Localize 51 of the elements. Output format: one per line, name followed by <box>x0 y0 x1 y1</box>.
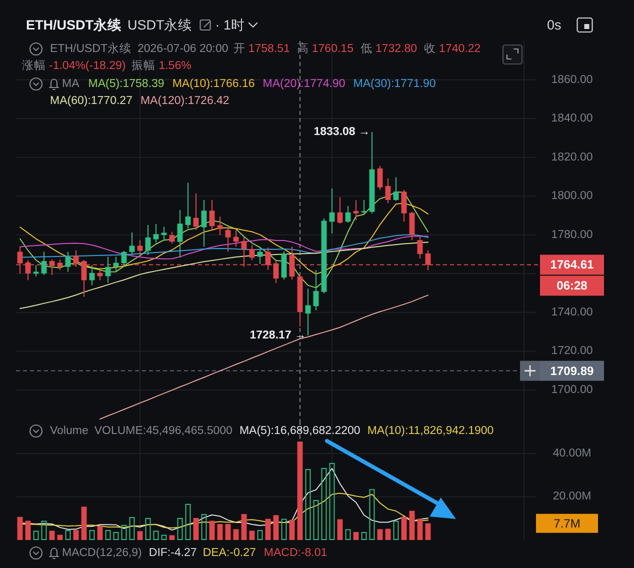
y-tick-label: 1840.00 <box>551 112 593 125</box>
y-tick-label: 20.00M <box>552 490 592 503</box>
price-tag: 1764.61 <box>540 254 604 275</box>
text: MA(10):11,826,942.1900 <box>367 425 494 437</box>
annotation: 2026-07-06 20:00 <box>138 43 228 55</box>
text: MA(120):1726.42 <box>140 95 230 107</box>
annotation: 1833.08 → <box>314 126 370 138</box>
ref-line-label: 1709.89 <box>550 364 594 378</box>
annotation: 1.56% <box>158 60 192 72</box>
text: MACD(12,26,9) <box>62 547 142 559</box>
annotation: -1.04%(-18.29) <box>49 60 126 72</box>
volume-tag: 7.7M <box>536 514 598 533</box>
y-tick-label: 1740.00 <box>551 306 593 318</box>
text: MA(20):1774.90 <box>262 78 346 90</box>
y-tick-label: 1860.00 <box>551 74 593 86</box>
annotation: 1760.15 <box>312 43 354 55</box>
chart-subtitle: USDT永续 <box>128 18 192 32</box>
y-tick-label: 40.00M <box>552 447 592 460</box>
y-tick-label: 1700.00 <box>551 384 593 396</box>
annotation: 低 <box>360 42 372 55</box>
annotation: VOLUME:45,496,465.5000 <box>94 425 232 437</box>
annotation: 1758.51 <box>248 43 290 55</box>
price-tag: 1709.89 <box>540 360 604 381</box>
text: MA(10):1766.16 <box>172 78 255 90</box>
legend-title: MA <box>62 78 80 90</box>
text: MACD:-8.01 <box>264 547 328 559</box>
text: MA(5):1758.39 <box>88 78 164 90</box>
annotation: 高 <box>296 41 309 55</box>
y-tick-label: 1720.00 <box>551 345 593 358</box>
chart-title: Volume <box>50 425 88 437</box>
annotation: 1728.17 → <box>250 329 306 342</box>
chart-title: ETH/USDT永续 <box>26 16 122 32</box>
annotation: 振幅 <box>132 59 156 72</box>
y-tick-label: 1820.00 <box>551 151 593 164</box>
text: 1740.22 <box>439 43 481 55</box>
annotation: 1732.80 <box>375 43 418 55</box>
text: DIF:-4.27 <box>148 547 197 559</box>
countdown-tag: 06:28 <box>540 276 604 296</box>
y-tick-label: 1800.00 <box>551 190 593 202</box>
text: · 1时 <box>215 18 246 32</box>
text: MA(60):1770.27 <box>50 95 132 107</box>
annotation: 收 <box>424 42 436 55</box>
text: MA(30):1771.90 <box>353 78 436 90</box>
text: 0s <box>547 18 562 32</box>
text: DEA:-0.27 <box>202 547 256 559</box>
annotation: 开 <box>233 42 246 55</box>
annotation: 涨幅 <box>22 59 46 72</box>
text: MA(5):16,689,682.2200 <box>239 425 360 437</box>
y-tick-label: 1780.00 <box>551 228 593 241</box>
annotation: ETH/USDT永续 <box>50 41 132 55</box>
ref-line-label: 1764.61 <box>550 258 594 272</box>
